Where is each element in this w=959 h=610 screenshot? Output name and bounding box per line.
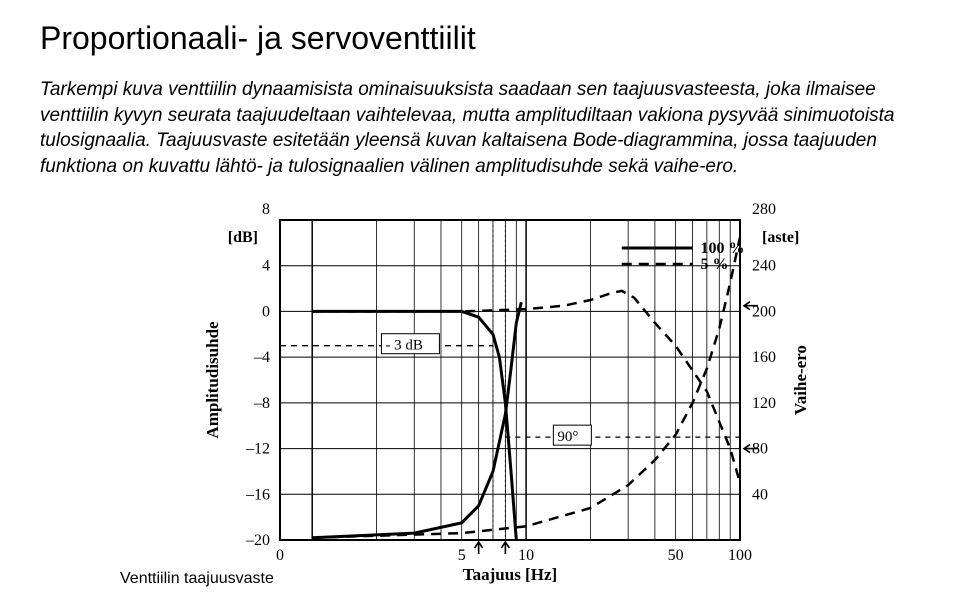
svg-text:280: 280	[752, 201, 776, 218]
svg-text:–20: –20	[245, 532, 270, 549]
svg-text:50: 50	[668, 547, 684, 564]
svg-text:10: 10	[518, 547, 534, 564]
page-title: Proportionaali- ja servoventtiilit	[40, 20, 919, 57]
svg-text:100 %: 100 %	[701, 240, 745, 257]
bode-chart: 40–4–8–12–16–202402001601208040051050100…	[200, 190, 919, 590]
svg-text:5 %: 5 %	[701, 256, 729, 273]
svg-text:- 3 dB: - 3 dB	[385, 337, 423, 353]
svg-text:–8: –8	[253, 394, 270, 411]
svg-text:100: 100	[728, 547, 752, 564]
svg-text:40: 40	[752, 486, 768, 503]
body-paragraph: Tarkempi kuva venttiilin dynaamisista om…	[40, 77, 919, 180]
svg-text:240: 240	[752, 257, 776, 274]
svg-text:–4: –4	[253, 349, 270, 366]
svg-text:Amplitudisuhde: Amplitudisuhde	[203, 321, 222, 439]
bode-svg: 40–4–8–12–16–202402001601208040051050100…	[200, 190, 820, 590]
svg-text:Vaihe-ero: Vaihe-ero	[791, 345, 810, 415]
svg-text:Taajuus [Hz]: Taajuus [Hz]	[463, 565, 557, 584]
svg-text:[aste]: [aste]	[762, 229, 799, 246]
svg-text:–12: –12	[245, 440, 270, 457]
svg-text:[dB]: [dB]	[228, 229, 258, 246]
svg-text:5: 5	[458, 547, 466, 564]
svg-text:4: 4	[262, 257, 270, 274]
svg-text:–16: –16	[245, 486, 270, 503]
svg-text:0: 0	[276, 547, 284, 564]
svg-text:90°: 90°	[557, 429, 578, 445]
svg-text:120: 120	[752, 394, 776, 411]
svg-text:0: 0	[262, 303, 270, 320]
svg-text:8: 8	[262, 201, 270, 218]
svg-text:160: 160	[752, 349, 776, 366]
